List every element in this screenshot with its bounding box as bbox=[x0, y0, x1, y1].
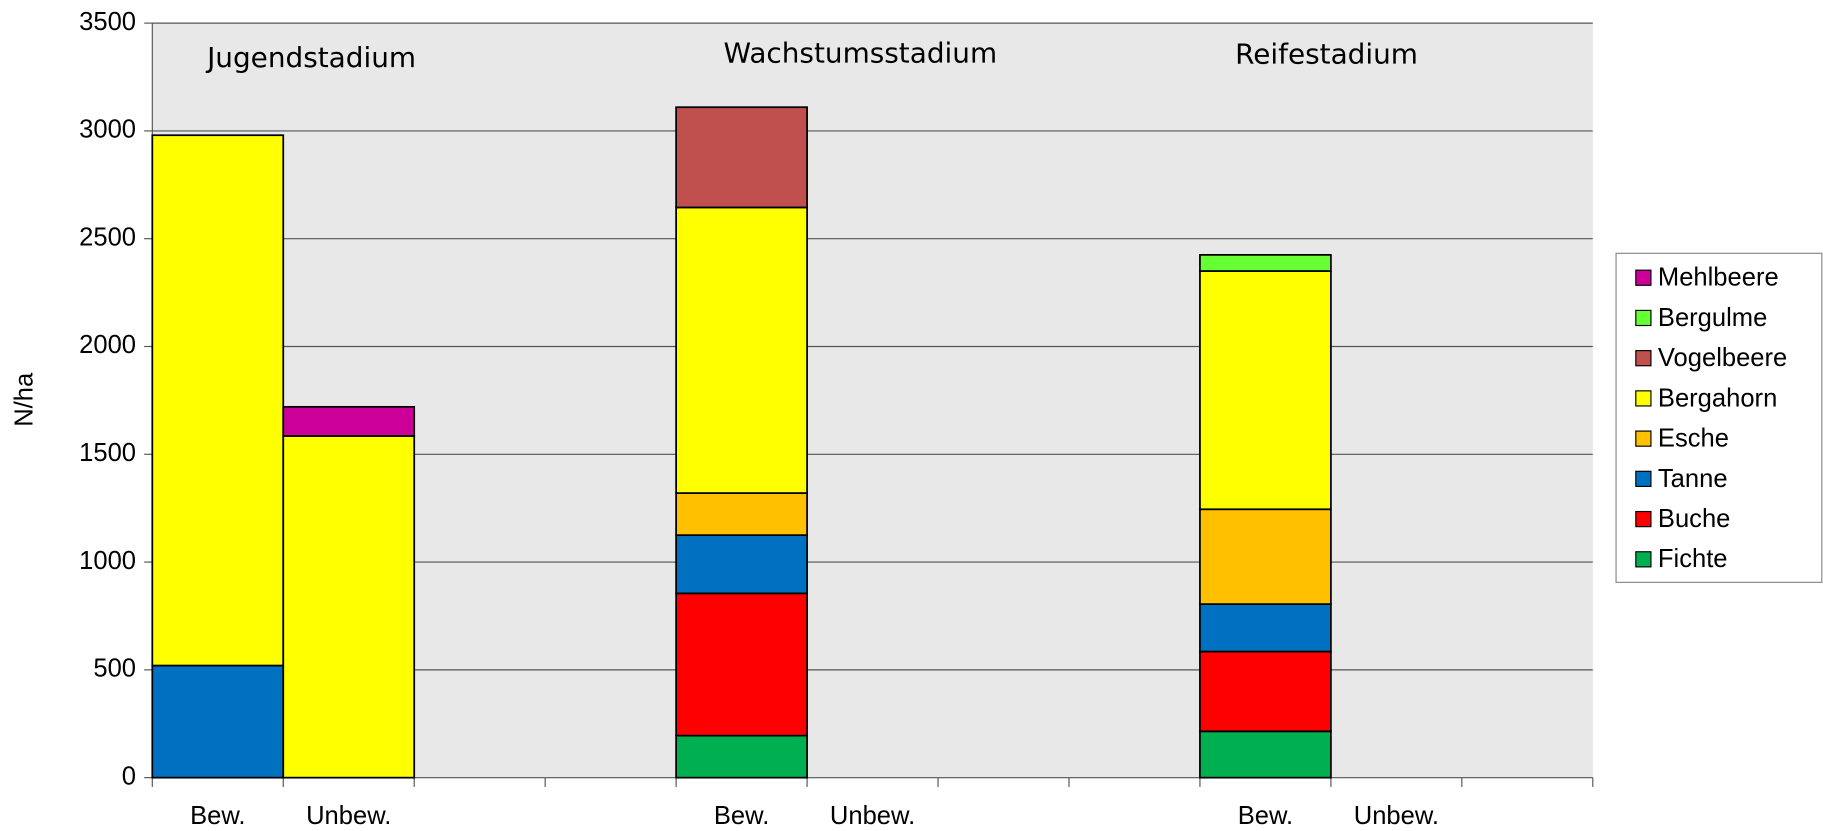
legend-label: Vogelbeere bbox=[1658, 344, 1787, 372]
annotation: Reifestadium bbox=[1235, 38, 1418, 71]
x-tick-label: Unbew. bbox=[306, 802, 391, 830]
y-axis-label: N/ha bbox=[10, 372, 38, 427]
y-tick-label: 3000 bbox=[79, 116, 136, 144]
bar-segment bbox=[282, 405, 416, 437]
legend-label: Esche bbox=[1658, 425, 1729, 453]
bar-segment bbox=[675, 734, 808, 779]
legend bbox=[1615, 252, 1823, 583]
bar-segment bbox=[675, 206, 808, 494]
y-tick-label: 500 bbox=[93, 655, 136, 683]
legend-swatch bbox=[1635, 269, 1652, 286]
x-tick-label: Unbew. bbox=[1354, 802, 1439, 830]
bar-segment bbox=[151, 134, 285, 667]
bar-segment bbox=[1199, 603, 1332, 653]
bar-segment bbox=[151, 664, 285, 779]
legend-swatch bbox=[1635, 309, 1652, 327]
x-tick-label: Bew. bbox=[714, 802, 769, 830]
legend-swatch bbox=[1635, 470, 1652, 488]
bar-segment bbox=[1199, 253, 1332, 272]
bar-segment bbox=[675, 106, 808, 209]
y-tick-label: 2500 bbox=[79, 223, 136, 251]
legend-label: Mehlbeere bbox=[1658, 264, 1779, 292]
x-tick-label: Bew. bbox=[1238, 802, 1293, 830]
annotation: Jugendstadium bbox=[205, 41, 416, 74]
bar-segment bbox=[675, 592, 808, 737]
legend-swatch bbox=[1635, 390, 1652, 407]
legend-label: Bergahorn bbox=[1658, 384, 1777, 412]
legend-swatch bbox=[1635, 430, 1652, 447]
bar-segment bbox=[1199, 508, 1332, 605]
y-tick-label: 1500 bbox=[79, 439, 136, 467]
bar-segment bbox=[1199, 270, 1332, 511]
bar-segment bbox=[1199, 730, 1332, 779]
bar-segment bbox=[675, 534, 808, 595]
bar-segment bbox=[675, 492, 808, 536]
y-tick-label: 3500 bbox=[79, 8, 136, 36]
x-tick-label: Bew. bbox=[190, 802, 245, 830]
x-tick-label: Unbew. bbox=[830, 802, 915, 830]
y-tick-label: 0 bbox=[122, 762, 136, 790]
legend-label: Bergulme bbox=[1658, 304, 1767, 332]
y-tick-label: 1000 bbox=[79, 547, 136, 575]
legend-label: Buche bbox=[1658, 505, 1730, 533]
legend-label: Fichte bbox=[1658, 545, 1728, 573]
y-tick-label: 2000 bbox=[79, 331, 136, 359]
annotation: Wachstumsstadium bbox=[724, 37, 998, 70]
legend-label: Tanne bbox=[1658, 465, 1728, 493]
bar-segment bbox=[282, 435, 416, 779]
legend-swatch bbox=[1635, 510, 1652, 528]
legend-swatch bbox=[1635, 551, 1652, 568]
legend-swatch bbox=[1635, 350, 1652, 367]
bar-segment bbox=[1199, 650, 1332, 733]
